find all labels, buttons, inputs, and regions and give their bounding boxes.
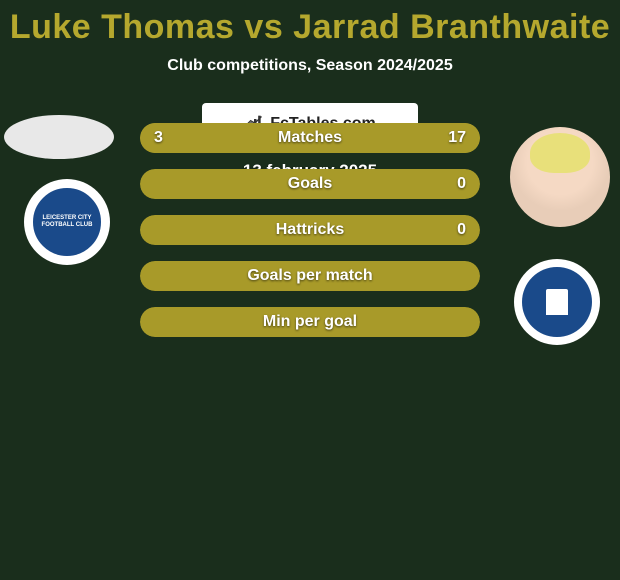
subtitle: Club competitions, Season 2024/2025 bbox=[0, 57, 620, 75]
stat-bar-value-right: 17 bbox=[434, 123, 480, 153]
everton-crest-icon bbox=[522, 267, 592, 337]
comparison-panel: LEICESTER CITYFOOTBALL CLUB Matches3 17 Go… bbox=[0, 103, 620, 443]
stat-bar-row: Hattricks0 bbox=[140, 215, 480, 245]
player-right-crest bbox=[514, 259, 600, 345]
player-left-crest: LEICESTER CITYFOOTBALL CLUB bbox=[24, 179, 110, 265]
stat-bar-row: Goals per match bbox=[140, 261, 480, 291]
stat-bar-row: Matches3 17 bbox=[140, 123, 480, 153]
stat-bars: Matches317Goals0Hattricks0Goals per matc… bbox=[140, 123, 480, 353]
stat-bar-label: Hattricks bbox=[140, 215, 480, 245]
stat-bar-value-right: 0 bbox=[443, 169, 480, 199]
player-right-avatar bbox=[510, 127, 610, 227]
page-title: Luke Thomas vs Jarrad Branthwaite bbox=[0, 0, 620, 47]
leicester-crest-icon: LEICESTER CITYFOOTBALL CLUB bbox=[33, 188, 101, 256]
stat-bar-row: Goals0 bbox=[140, 169, 480, 199]
stat-bar-row: Min per goal bbox=[140, 307, 480, 337]
stat-bar-value-right: 0 bbox=[443, 215, 480, 245]
stat-bar-label: Min per goal bbox=[140, 307, 480, 337]
stat-bar-label: Matches bbox=[140, 123, 480, 153]
stat-bar-label: Goals per match bbox=[140, 261, 480, 291]
stat-bar-value-left: 3 bbox=[140, 123, 177, 153]
stat-bar-label: Goals bbox=[140, 169, 480, 199]
player-left-avatar bbox=[4, 115, 114, 159]
